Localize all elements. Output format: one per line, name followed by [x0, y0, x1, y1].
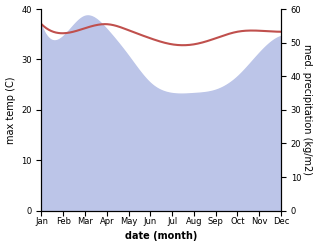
- Y-axis label: med. precipitation (kg/m2): med. precipitation (kg/m2): [302, 44, 313, 175]
- Y-axis label: max temp (C): max temp (C): [5, 76, 16, 144]
- X-axis label: date (month): date (month): [125, 231, 197, 242]
